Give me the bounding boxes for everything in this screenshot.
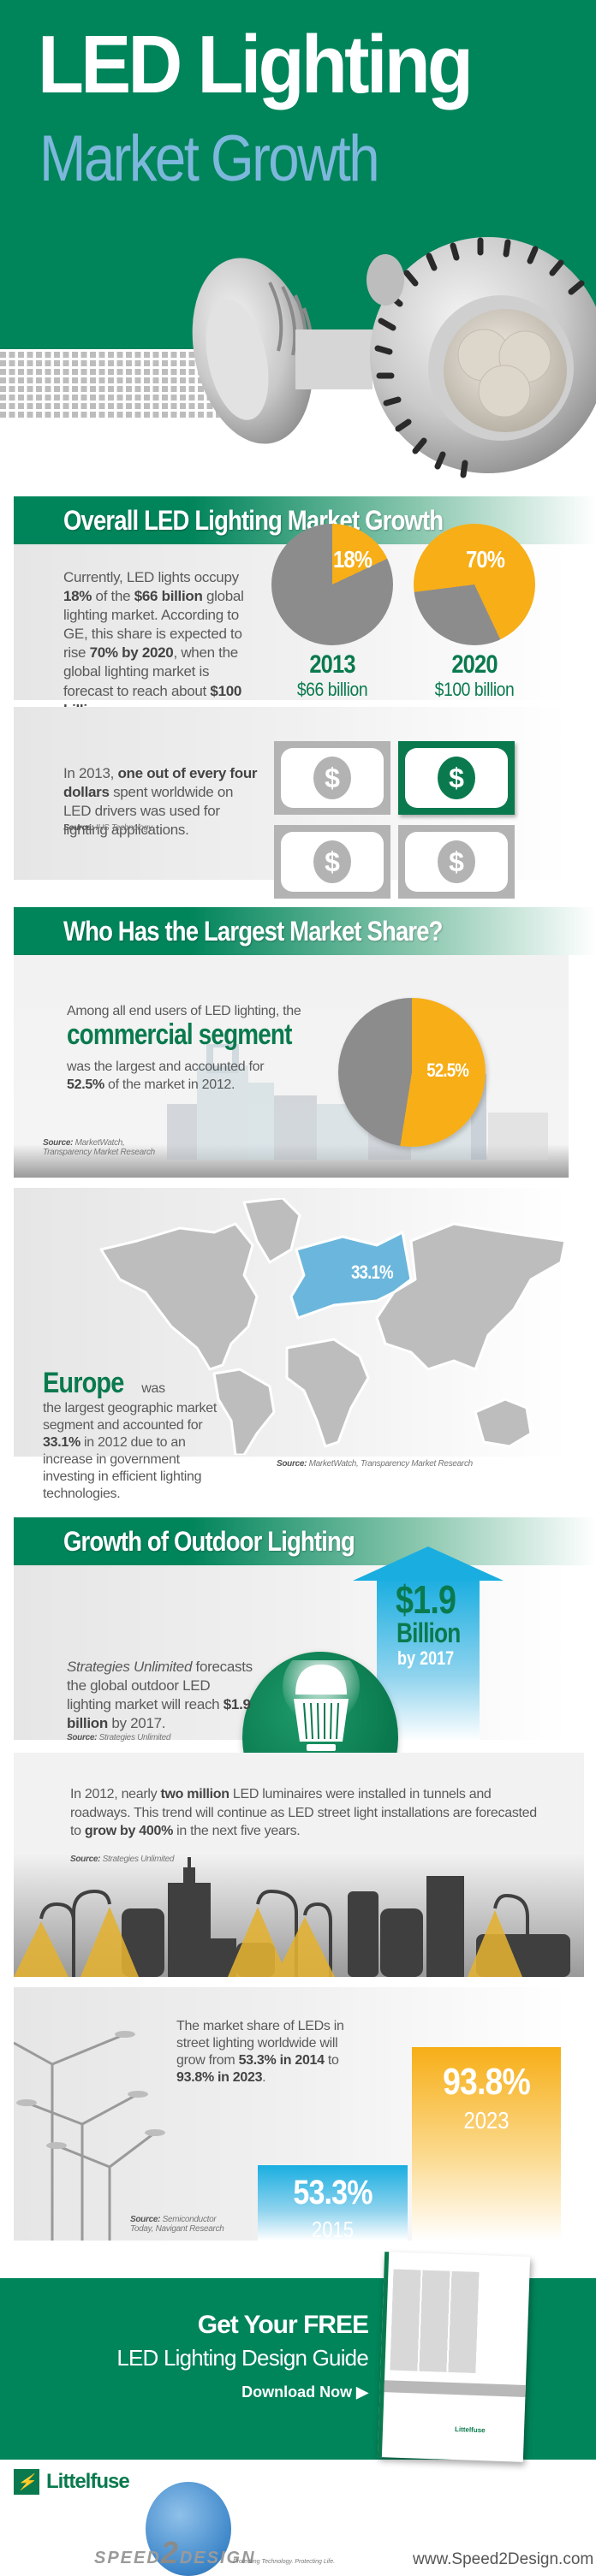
dollar-bill-icon: $ [274, 825, 390, 899]
drivers-source: Source: IHS Technology [63, 823, 152, 833]
section-title: Who Has the Largest Market Share? [63, 916, 443, 947]
arrow-amount: $1.9 [396, 1577, 456, 1622]
outdoor-source: Source: Strategies Unlimited [67, 1733, 171, 1742]
arrow-unit: Billion [396, 1617, 461, 1648]
dollar-bill-highlighted-icon: $ [398, 741, 515, 815]
outdoor-text: Strategies Unlimited forecasts the globa… [67, 1659, 253, 1732]
bar-2015-year: 2015 [311, 2217, 355, 2242]
commercial-segment-highlight: commercial segment [67, 1018, 292, 1051]
pie-label-2020: 70% [465, 546, 505, 573]
bar-2023 [412, 2047, 561, 2241]
market-share-intro: Among all end users of LED lighting, the [67, 1004, 301, 1018]
bar-2015 [258, 2165, 408, 2241]
luminaires-text: In 2012, nearly two million LED luminair… [70, 1787, 537, 1839]
speed2design-logo: SPEED2DESIGN [94, 2535, 256, 2570]
pie-label-2013: 18% [332, 546, 372, 573]
drivers-text: In 2013, one out of every four dollars s… [63, 765, 258, 839]
overall-growth-text: Currently, LED lights occupy 18% of the … [63, 569, 244, 718]
street-share-text: The market share of LEDs in street light… [176, 2019, 344, 2085]
dollar-bill-icon: $ [274, 741, 390, 815]
year-2020: 2020 [451, 650, 498, 679]
arrow-by: by 2017 [397, 1647, 455, 1669]
cover-stripe [384, 2380, 526, 2397]
cover-photo-grid [390, 2269, 480, 2373]
littelfuse-logo-icon: ⚡ [14, 2469, 39, 2495]
year-2013: 2013 [309, 650, 355, 679]
pie-chart-2013 [271, 524, 393, 645]
europe-source: Source: MarketWatch, Transparency Market… [277, 1459, 473, 1469]
europe-region [289, 1231, 413, 1320]
amount-2020: $100 billion [434, 679, 515, 700]
city-skyline-illustration [14, 1857, 570, 1977]
speed2design-tagline: Protecting Technology. Protecting Life. [233, 2559, 336, 2565]
pie-label-commercial: 52.5% [426, 1059, 469, 1081]
download-now-button[interactable]: Download Now ▶ [241, 2383, 368, 2401]
europe-text: Europe was [43, 1367, 165, 1399]
section-header-outdoor: Growth of Outdoor Lighting [14, 1517, 596, 1565]
pie-chart-commercial [338, 998, 486, 1147]
section-title: Growth of Outdoor Lighting [63, 1526, 355, 1557]
street-share-source: Source: Semiconductor Today, Navigant Re… [130, 2215, 224, 2234]
europe-description: the largest geographic market segment an… [43, 1401, 217, 1501]
growth-arrow-head-icon [353, 1546, 504, 1581]
website-link[interactable]: www.Speed2Design.com [413, 2550, 594, 2568]
bar-2023-value: 93.8% [443, 2061, 531, 2103]
hero-subtitle: Market Growth [39, 122, 380, 195]
hero-title: LED Lighting [38, 19, 474, 110]
dollar-bill-icon: $ [398, 825, 515, 899]
street-lamp-poles-illustration [14, 2031, 165, 2241]
cta-line2: LED Lighting Design Guide [116, 2345, 368, 2371]
design-guide-cover[interactable]: Littelfuse [377, 2252, 531, 2462]
world-map [99, 1198, 567, 1455]
market-share-source: Source: MarketWatch, Transparency Market… [43, 1138, 155, 1157]
littelfuse-logo: Littelfuse [46, 2470, 130, 2493]
market-share-text: was the largest and accounted for 52.5% … [67, 1059, 265, 1092]
amount-2013: $66 billion [296, 679, 368, 700]
cta-line1: Get Your FREE [197, 2311, 369, 2339]
play-triangle-icon: ▶ [356, 2383, 368, 2401]
bar-2015-value: 53.3% [293, 2174, 372, 2211]
pie-chart-2020 [414, 524, 535, 645]
section-title: Overall LED Lighting Market Growth [63, 505, 444, 536]
luminaires-source: Source: Strategies Unlimited [70, 1855, 175, 1864]
led-bulbs-image [192, 237, 596, 478]
section-header-market-share: Who Has the Largest Market Share? [14, 907, 596, 955]
cover-brand: Littelfuse [454, 2425, 486, 2435]
europe-map-label: 33.1% [351, 1261, 394, 1283]
bar-2023-year: 2023 [463, 2107, 510, 2134]
